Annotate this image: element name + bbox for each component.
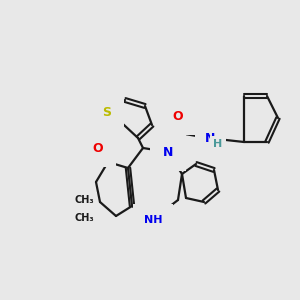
Text: H: H — [213, 139, 223, 149]
Text: CH₃: CH₃ — [74, 213, 94, 223]
Text: N: N — [163, 146, 173, 158]
Text: NH: NH — [144, 215, 162, 225]
Text: O: O — [93, 142, 103, 154]
Text: S: S — [103, 106, 112, 118]
Text: N: N — [205, 131, 215, 145]
Text: O: O — [173, 110, 183, 122]
Text: CH₃: CH₃ — [74, 195, 94, 205]
